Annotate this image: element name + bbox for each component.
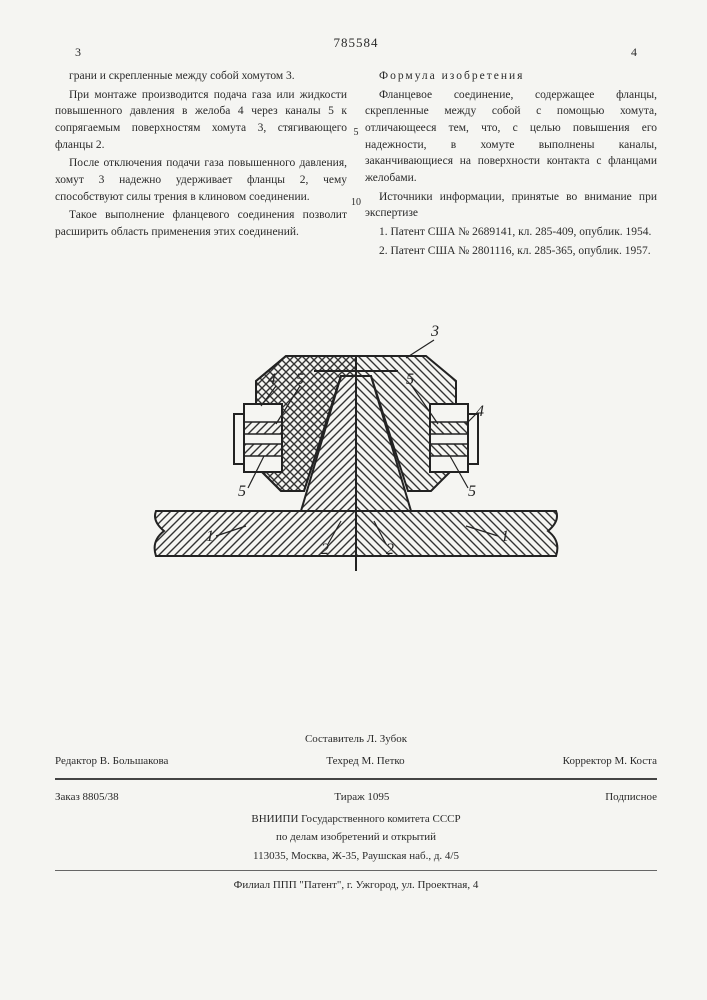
tirage: Тираж 1095 bbox=[334, 789, 389, 806]
address: 113035, Москва, Ж-35, Раушская наб., д. … bbox=[55, 848, 657, 865]
editor: Редактор В. Большакова bbox=[55, 753, 168, 770]
org-line-1: ВНИИПИ Государственного комитета СССР bbox=[55, 811, 657, 828]
fig-label-1-l: 1 bbox=[206, 528, 214, 545]
fig-label-2-r: 2 bbox=[386, 541, 394, 558]
divider-1 bbox=[55, 778, 657, 780]
figure: 3 4 5 5 4 5 5 1 1 2 2 bbox=[55, 296, 657, 591]
col-num-right: 4 bbox=[631, 45, 637, 60]
right-column: Формула изобретения Фланцевое соединение… bbox=[365, 68, 657, 261]
patent-number: 785584 bbox=[334, 35, 379, 51]
left-p4: Такое выполнение фланцевого соединения п… bbox=[55, 207, 347, 240]
line-marker-10: 10 bbox=[351, 196, 361, 211]
corrector: Корректор М. Коста bbox=[563, 753, 657, 770]
subscription: Подписное bbox=[605, 789, 657, 806]
org-line-2: по делам изобретений и открытий bbox=[55, 829, 657, 846]
fig-label-4-tr: 4 bbox=[476, 403, 484, 420]
order-number: Заказ 8805/38 bbox=[55, 789, 119, 806]
sources-label: Источники информации, принятые во вниман… bbox=[365, 189, 657, 222]
fig-label-5-bl: 5 bbox=[238, 483, 246, 500]
fig-label-5-br: 5 bbox=[468, 483, 476, 500]
left-p3: После отключения подачи газа повышенного… bbox=[55, 155, 347, 205]
techred: Техред М. Петко bbox=[326, 753, 404, 770]
compiler: Составитель Л. Зубок bbox=[55, 731, 657, 748]
fig-label-5-tr: 5 bbox=[406, 371, 414, 388]
fig-label-5-tl: 5 bbox=[296, 371, 304, 388]
fig-label-3: 3 bbox=[430, 323, 439, 340]
line-marker-5: 5 bbox=[354, 126, 359, 141]
divider-2 bbox=[55, 870, 657, 871]
fig-label-1-r: 1 bbox=[501, 528, 509, 545]
left-p1: грани и скрепленные между собой хомутом … bbox=[55, 68, 347, 85]
left-column: грани и скрепленные между собой хомутом … bbox=[55, 68, 347, 261]
source-2: 2. Патент США № 2801116, кл. 285-365, оп… bbox=[365, 243, 657, 260]
source-1: 1. Патент США № 2689141, кл. 285-409, оп… bbox=[365, 224, 657, 241]
left-p2: При монтаже производится подача газа или… bbox=[55, 87, 347, 154]
footer: Составитель Л. Зубок Редактор В. Большак… bbox=[55, 731, 657, 894]
formula-text: Фланцевое соединение, содержащее фланцы,… bbox=[365, 87, 657, 187]
text-columns: 5 10 грани и скрепленные между собой хом… bbox=[55, 68, 657, 261]
fig-label-4-tl: 4 bbox=[268, 371, 276, 388]
formula-label: Формула изобретения bbox=[379, 70, 524, 82]
col-num-left: 3 bbox=[75, 45, 81, 60]
branch: Филиал ППП "Патент", г. Ужгород, ул. Про… bbox=[55, 877, 657, 894]
